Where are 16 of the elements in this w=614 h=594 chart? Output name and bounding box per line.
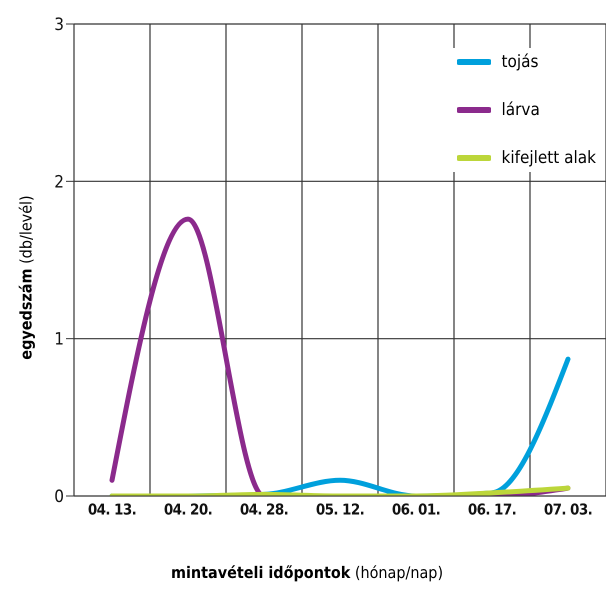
x-tick-label: 04. 20. <box>164 500 212 519</box>
x-tick-label: 04. 28. <box>240 500 288 519</box>
y-tick-label: 0 <box>54 487 64 508</box>
x-axis-title: mintavételi időpontok (hónap/nap) <box>170 563 444 582</box>
y-tick-label: 2 <box>54 172 64 192</box>
x-tick-label: 06. 17. <box>468 500 516 519</box>
legend-label: kifejlett alak <box>501 148 596 168</box>
x-tick-label: 05. 12. <box>316 500 364 519</box>
legend-label: lárva <box>501 100 540 120</box>
legend-label: tojás <box>501 52 538 72</box>
y-axis-title: egyedszám (db/levél) <box>16 194 36 362</box>
x-tick-label: 04. 13. <box>88 500 136 519</box>
y-tick-label: 1 <box>54 330 64 350</box>
x-tick-label: 07. 03. <box>544 500 592 519</box>
x-tick-label: 06. 01. <box>392 500 440 519</box>
y-tick-label: 3 <box>54 15 64 36</box>
